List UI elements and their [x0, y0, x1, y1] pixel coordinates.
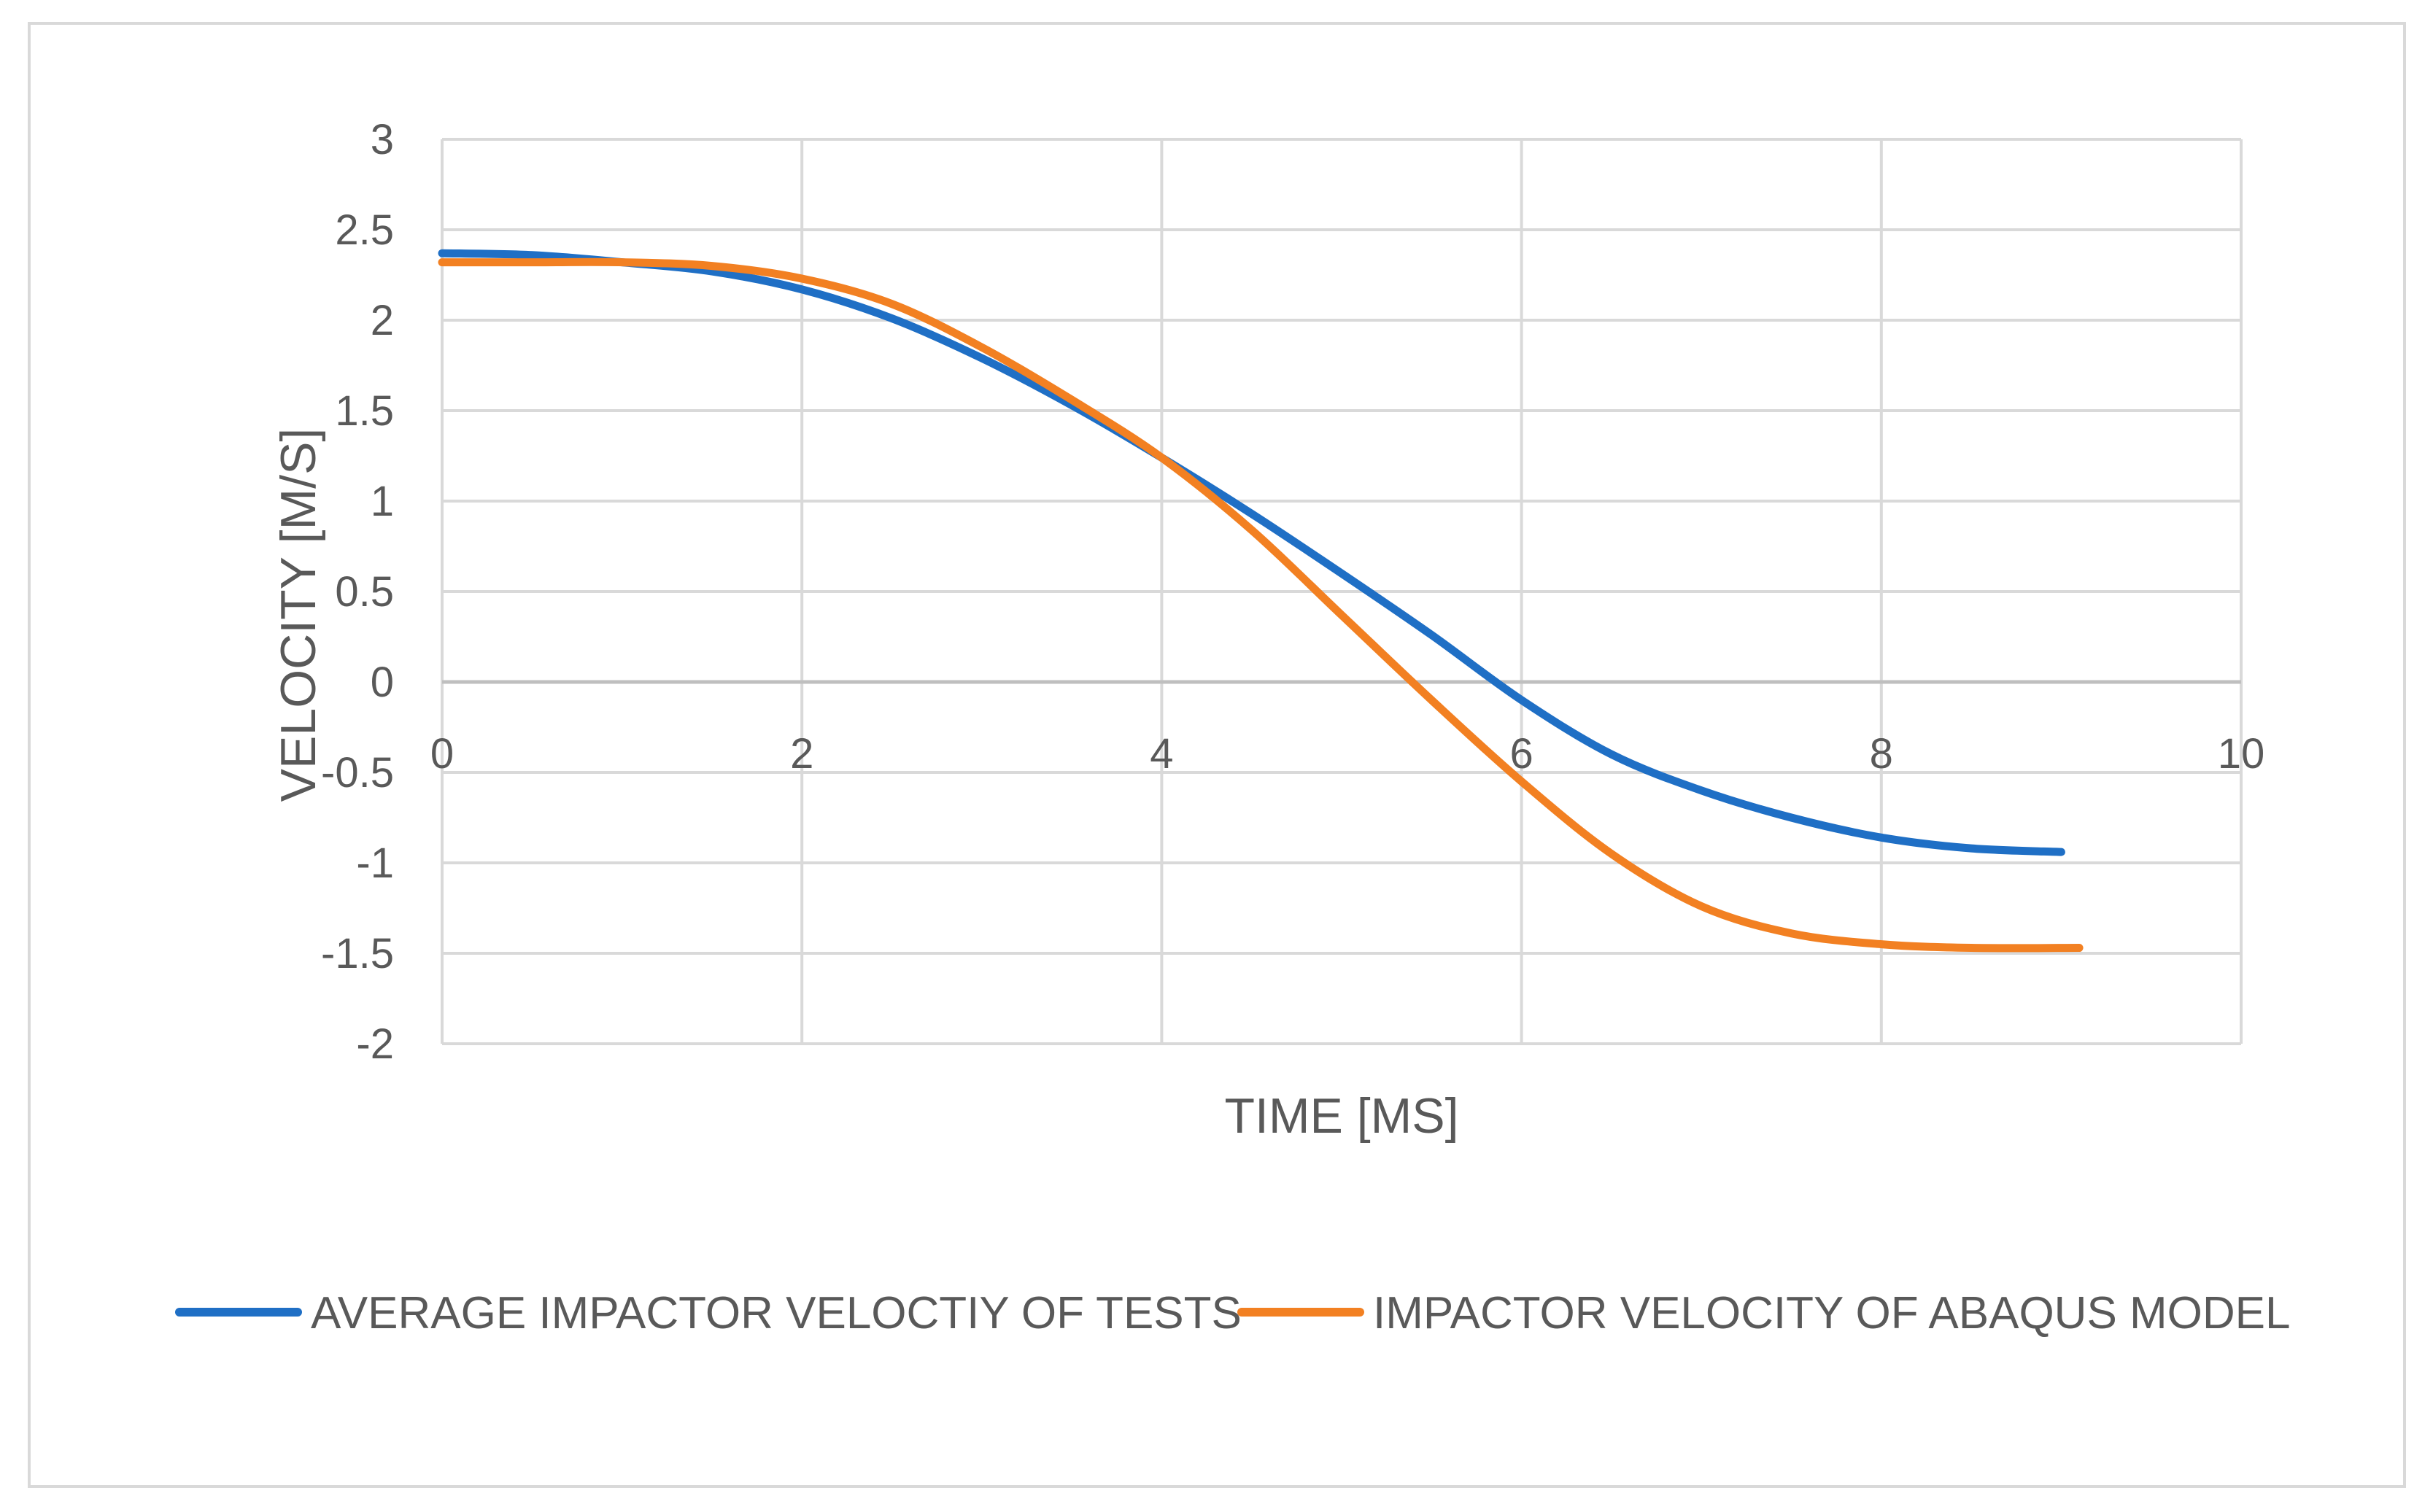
- y-tick-label: 2: [371, 297, 394, 344]
- y-tick-labels: -2 -1.5 -1 -0.5 0 0.5 1 1.5 2 2.5 3: [321, 116, 394, 1068]
- line-chart: -2 -1.5 -1 -0.5 0 0.5 1 1.5 2 2.5 3 0 2 4 6 8 10 TIME […: [175, 116, 2291, 1338]
- x-tick-label: 10: [2218, 730, 2265, 778]
- x-tick-label: 6: [1509, 730, 1533, 778]
- series-line-average-tests: [438, 249, 2065, 856]
- x-tick-label: 8: [1870, 730, 1893, 778]
- y-tick-label: -1: [356, 840, 394, 887]
- legend: AVERAGE IMPACTOR VELOCTIY OF TESTS IMPAC…: [175, 1288, 2291, 1338]
- y-tick-label: 1: [371, 478, 394, 525]
- y-tick-label: 3: [371, 116, 394, 163]
- y-tick-label: 1.5: [335, 387, 394, 435]
- y-tick-label: 0.5: [335, 568, 394, 616]
- x-tick-label: 0: [430, 730, 454, 778]
- y-axis-title: VELOCITY [M/S]: [271, 428, 326, 802]
- y-tick-label: -2: [356, 1020, 394, 1068]
- series-layer: [438, 249, 2084, 953]
- y-tick-label: -1.5: [321, 930, 394, 977]
- x-tick-label: 2: [790, 730, 813, 778]
- y-tick-label: -0.5: [321, 749, 394, 796]
- x-axis-title: TIME [MS]: [1224, 1088, 1458, 1144]
- series-line-abaqus-model: [438, 257, 2084, 953]
- y-tick-label: 2.5: [335, 206, 394, 254]
- x-tick-labels: 0 2 4 6 8 10: [430, 730, 2264, 778]
- x-tick-label: 4: [1150, 730, 1173, 778]
- legend-label-abaqus-model: IMPACTOR VELOCITY OF ABAQUS MODEL: [1373, 1288, 2291, 1338]
- y-tick-label: 0: [371, 659, 394, 706]
- chart-frame: -2 -1.5 -1 -0.5 0 0.5 1 1.5 2 2.5 3 0 2 4 6 8 10 TIME […: [28, 22, 2406, 1488]
- legend-label-average-tests: AVERAGE IMPACTOR VELOCTIY OF TESTS: [311, 1288, 1242, 1338]
